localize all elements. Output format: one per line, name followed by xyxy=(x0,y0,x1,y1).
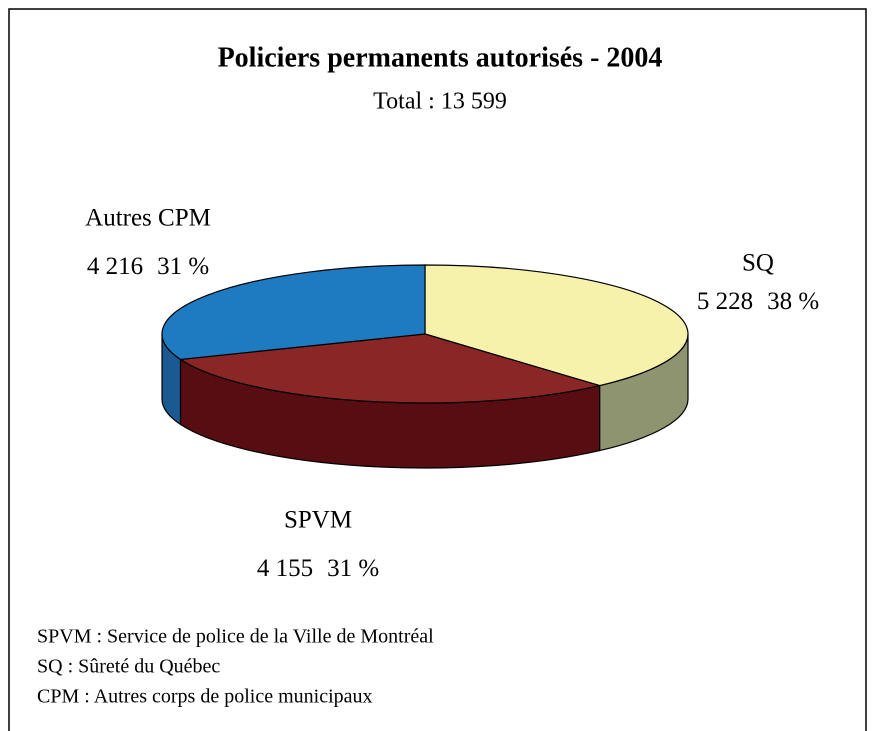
percent-label: 31 % xyxy=(157,253,209,280)
note: SQ : Sûreté du Québec xyxy=(37,656,220,678)
chart-title: Policiers permanents autorisés - 2004 xyxy=(218,42,663,73)
percent-label: 38 % xyxy=(767,288,819,315)
note: SPVM : Service de police de la Ville de … xyxy=(37,626,434,648)
note: CPM : Autres corps de police municipaux xyxy=(37,686,373,708)
labels: SQ 5 228 38 % SPVM 4 155 31 % Autres CPM 4 216 3… xyxy=(85,205,819,582)
slice xyxy=(161,264,426,361)
slice-name: Autres CPM xyxy=(85,205,211,232)
slice-name: SQ xyxy=(742,250,774,277)
slice xyxy=(178,333,602,404)
slice xyxy=(424,264,689,387)
frame xyxy=(8,8,867,731)
chart-subtitle: Total : 13 599 xyxy=(373,89,507,115)
slice-value: 4 216 31 % xyxy=(87,253,209,280)
value-label: 4 155 xyxy=(257,555,313,582)
value-label: 4 216 xyxy=(87,253,143,280)
slice-value: 5 228 38 % xyxy=(697,288,819,315)
slice-name: SPVM xyxy=(284,507,352,534)
pie xyxy=(161,264,689,469)
value-label: 5 228 xyxy=(697,288,753,315)
slice-value: 4 155 31 % xyxy=(257,555,379,582)
percent-label: 31 % xyxy=(327,555,379,582)
